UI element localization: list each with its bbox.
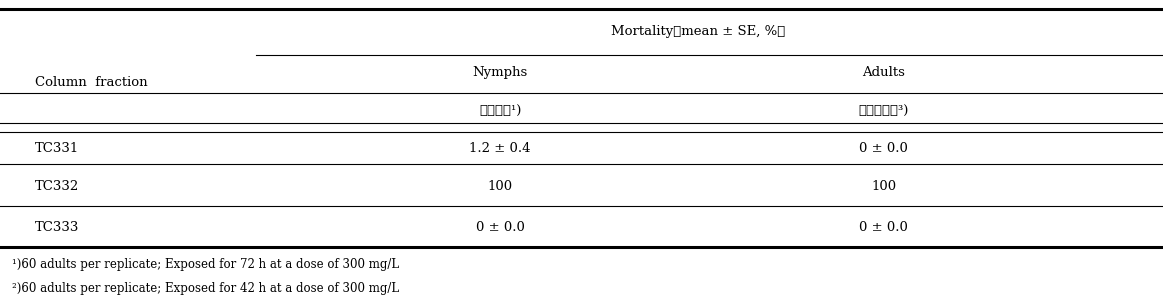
Text: Nymphs: Nymphs xyxy=(472,66,528,79)
Text: 직접분무법³): 직접분무법³) xyxy=(858,104,909,118)
Text: 1.2 ± 0.4: 1.2 ± 0.4 xyxy=(470,141,530,155)
Text: Mortality（mean ± SE, %）: Mortality（mean ± SE, %） xyxy=(611,25,785,38)
Text: TC333: TC333 xyxy=(35,221,79,234)
Text: 0 ± 0.0: 0 ± 0.0 xyxy=(859,141,908,155)
Text: 0 ± 0.0: 0 ± 0.0 xyxy=(476,221,525,234)
Text: ¹)60 adults per replicate; Exposed for 72 h at a dose of 300 mg/L: ¹)60 adults per replicate; Exposed for 7… xyxy=(12,258,399,271)
Text: ²)60 adults per replicate; Exposed for 42 h at a dose of 300 mg/L: ²)60 adults per replicate; Exposed for 4… xyxy=(12,282,399,295)
Text: 엽침지법¹): 엽침지법¹) xyxy=(479,104,521,118)
Text: TC332: TC332 xyxy=(35,180,79,193)
Text: TC331: TC331 xyxy=(35,141,79,155)
Text: Adults: Adults xyxy=(863,66,905,79)
Text: 0 ± 0.0: 0 ± 0.0 xyxy=(859,221,908,234)
Text: Column  fraction: Column fraction xyxy=(35,76,148,89)
Text: 100: 100 xyxy=(487,180,513,193)
Text: 100: 100 xyxy=(871,180,897,193)
